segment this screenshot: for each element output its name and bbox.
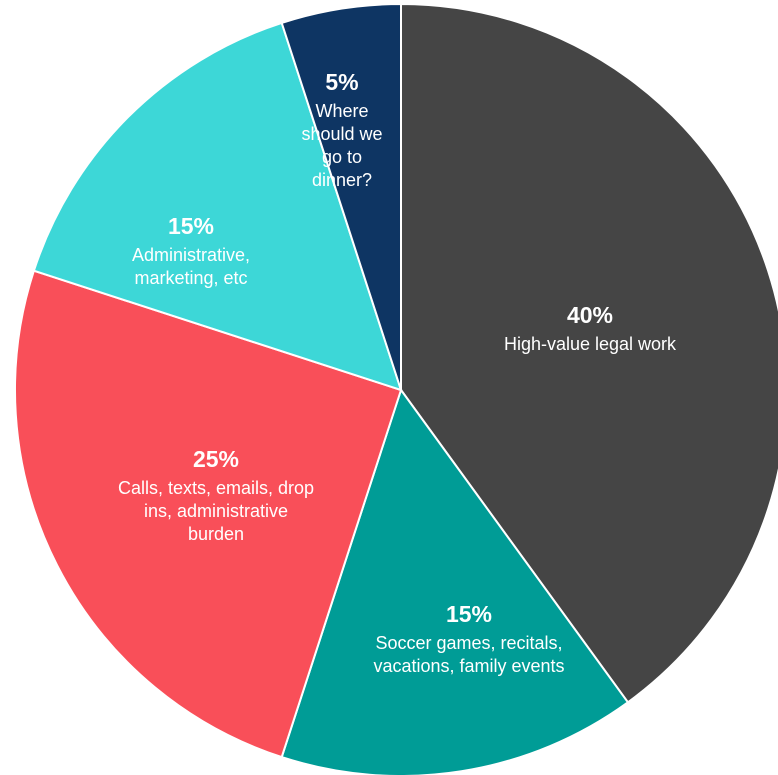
slice-category-label: Where (315, 101, 368, 121)
pie-slice-4 (280, 2, 402, 391)
slice-percent-label: 40% (567, 302, 613, 328)
slice-category-label: Calls, texts, emails, drop (118, 478, 314, 498)
slice-label-group-2: 25% Calls, texts, emails, drop ins, admini… (118, 446, 314, 544)
slice-category-label: Administrative, (132, 245, 250, 265)
slice-category-label: ins, administrative (144, 501, 288, 521)
pie-slice-1 (280, 387, 630, 775)
slice-percent-label: 15% (168, 213, 214, 239)
slice-label-group-0: 40% High-value legal work (504, 302, 677, 354)
slice-category-label: Soccer games, recitals, (375, 633, 562, 653)
pie-labels: 40% High-value legal work 15% Soccer games,… (118, 69, 677, 676)
slice-label-group-1: 15% Soccer games, recitals, vacations, fam… (373, 601, 564, 676)
pie-slices (14, 2, 778, 775)
slice-label-group-4: 5% Where should we go to dinner? (301, 69, 382, 190)
slice-percent-label: 5% (325, 69, 358, 95)
pie-slice-0 (400, 2, 778, 704)
slice-category-label: marketing, etc (134, 268, 247, 288)
slice-category-label: go to (322, 147, 362, 167)
slice-percent-label: 25% (193, 446, 239, 472)
slice-category-label: dinner? (312, 170, 372, 190)
pie-slice-3 (32, 21, 403, 392)
slice-category-label: vacations, family events (373, 656, 564, 676)
slice-percent-label: 15% (446, 601, 492, 627)
slice-category-label: should we (301, 124, 382, 144)
slice-category-label: burden (188, 524, 244, 544)
pie-slice-2 (14, 269, 403, 759)
slice-label-group-3: 15% Administrative, marketing, etc (132, 213, 250, 288)
slice-category-label: High-value legal work (504, 334, 677, 354)
